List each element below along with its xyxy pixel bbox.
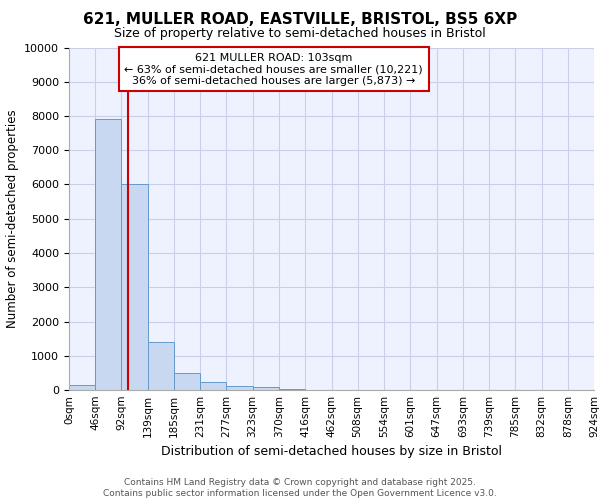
Text: 621 MULLER ROAD: 103sqm
← 63% of semi-detached houses are smaller (10,221)
36% o: 621 MULLER ROAD: 103sqm ← 63% of semi-de… — [124, 52, 423, 86]
Y-axis label: Number of semi-detached properties: Number of semi-detached properties — [6, 110, 19, 328]
Bar — [69, 385, 95, 390]
X-axis label: Distribution of semi-detached houses by size in Bristol: Distribution of semi-detached houses by … — [161, 446, 502, 458]
Bar — [148, 342, 174, 390]
Bar — [121, 184, 148, 390]
Bar — [95, 120, 121, 390]
Text: Size of property relative to semi-detached houses in Bristol: Size of property relative to semi-detach… — [114, 28, 486, 40]
Bar — [200, 382, 226, 390]
Text: Contains HM Land Registry data © Crown copyright and database right 2025.
Contai: Contains HM Land Registry data © Crown c… — [103, 478, 497, 498]
Text: 621, MULLER ROAD, EASTVILLE, BRISTOL, BS5 6XP: 621, MULLER ROAD, EASTVILLE, BRISTOL, BS… — [83, 12, 517, 28]
Bar — [253, 388, 279, 390]
Bar — [174, 373, 200, 390]
Bar — [226, 386, 253, 390]
